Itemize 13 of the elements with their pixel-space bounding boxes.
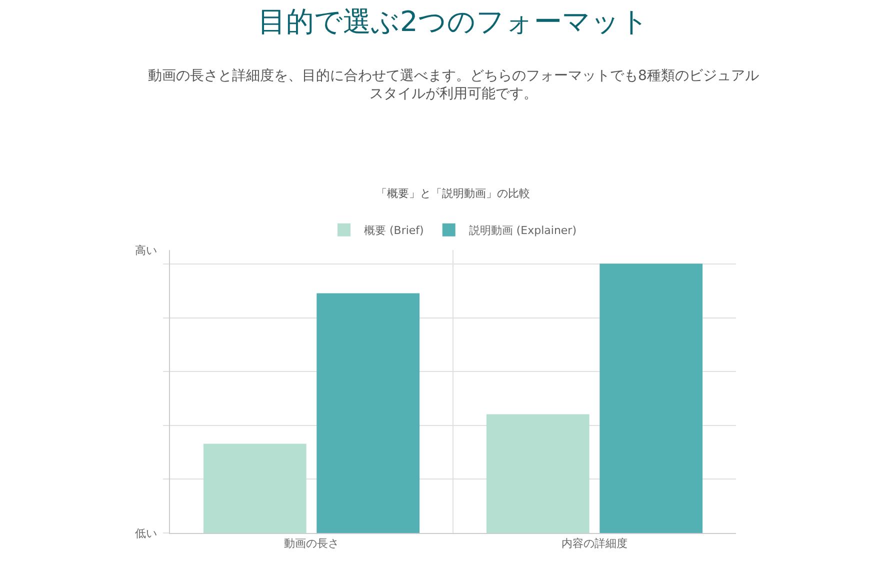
bar [316, 293, 420, 533]
text: 高い [135, 244, 157, 257]
legend-label: 概要 (Brief) [364, 224, 424, 238]
chart-title: 目的で選ぶ2つのフォーマット [258, 5, 649, 38]
chart-subtitle: 動画の長さと詳細度を、目的に合わせて選べます。どちらのフォーマットでも8種類のビジュアルスタイルが利用可能です。 [148, 68, 759, 102]
bar [600, 264, 703, 533]
x-tick-label: 動画の長さ [284, 537, 339, 550]
text: 「概要」と「説明動画」の比較 [376, 187, 530, 200]
bar [203, 444, 306, 533]
bar [486, 414, 590, 533]
x-tick-label: 内容の詳細度 [562, 537, 628, 550]
text: 低い [135, 527, 157, 540]
legend-label: 説明動画 (Explainer) [468, 224, 576, 238]
